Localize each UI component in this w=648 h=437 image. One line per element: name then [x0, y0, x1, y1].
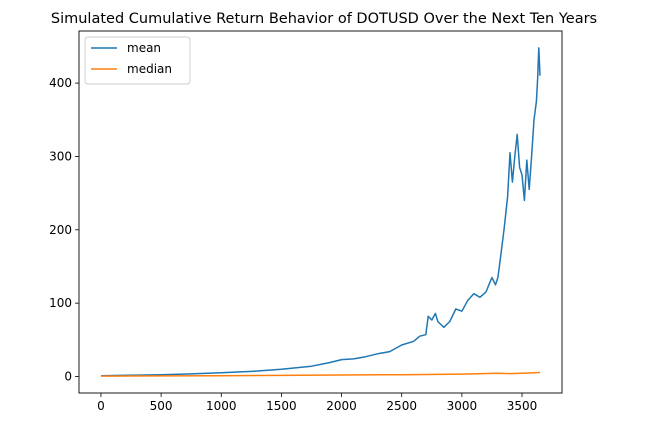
x-axis: 0 500 1000 1500 2000 2500 3000 3500 — [97, 393, 537, 413]
y-tick-label: 100 — [49, 296, 72, 310]
legend: mean median — [84, 36, 191, 85]
x-tick-label: 1000 — [206, 399, 237, 413]
x-tick-label: 0 — [97, 399, 105, 413]
x-tick-label: 500 — [150, 399, 173, 413]
x-tick-label: 2000 — [326, 399, 357, 413]
plot-frame — [78, 30, 563, 394]
y-axis: 0 100 200 300 400 — [49, 76, 79, 383]
y-tick-label: 200 — [49, 223, 72, 237]
series-line-median — [100, 371, 541, 377]
series-line-mean — [100, 47, 541, 377]
x-tick-label: 1500 — [266, 399, 297, 413]
legend-label-median: median — [127, 62, 172, 76]
y-tick-label: 300 — [49, 149, 72, 163]
legend-label-mean: mean — [127, 41, 161, 55]
x-tick-label: 3000 — [447, 399, 478, 413]
y-tick-label: 400 — [49, 76, 72, 90]
series-layer — [100, 47, 541, 377]
chart-title: Simulated Cumulative Return Behavior of … — [51, 11, 597, 27]
y-tick-label: 0 — [64, 369, 72, 383]
x-tick-label: 2500 — [386, 399, 417, 413]
x-tick-label: 3500 — [507, 399, 538, 413]
